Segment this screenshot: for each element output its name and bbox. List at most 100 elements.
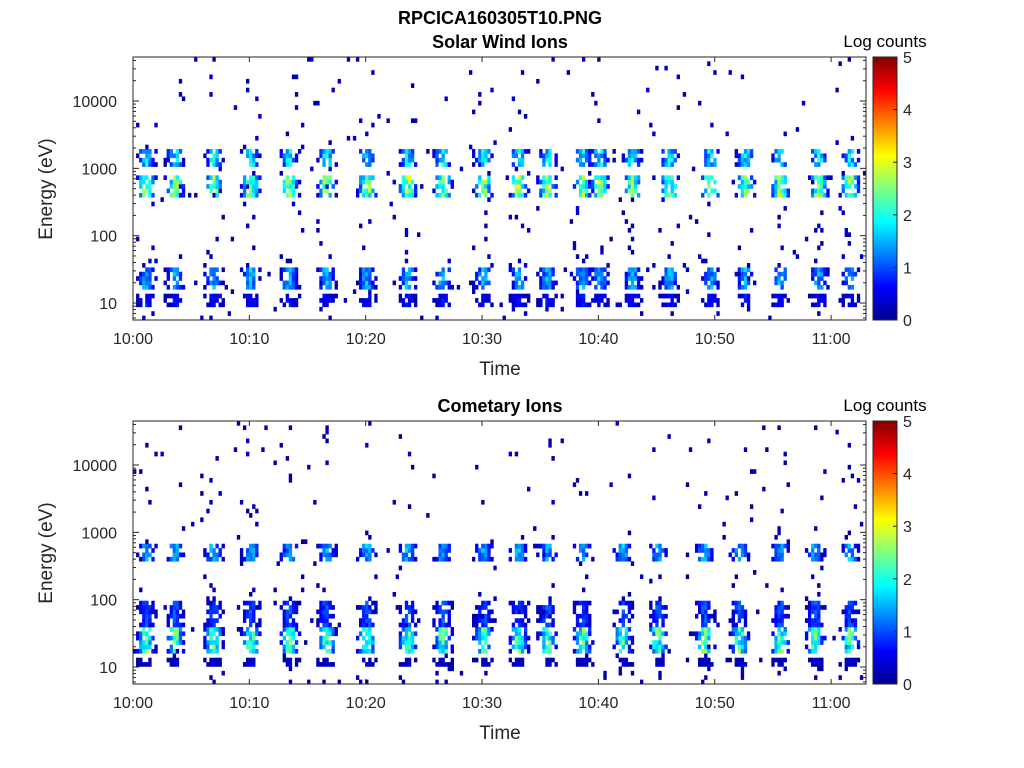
spectrogram-cell (511, 306, 516, 312)
spectrogram-cell (704, 648, 708, 654)
spectrogram-cell (823, 175, 827, 181)
spectrogram-cell (145, 640, 149, 645)
spectrogram-cell (704, 543, 708, 549)
spectrogram-cell (652, 640, 656, 645)
spectrogram-cell (294, 184, 299, 189)
spectrogram-cell (472, 657, 476, 663)
spectrogram-cell (175, 184, 180, 189)
spectrogram-cell (817, 271, 821, 277)
spectrogram-cell (670, 157, 674, 163)
spectrogram-cell (847, 618, 852, 623)
spectrogram-cell (172, 627, 177, 632)
spectrogram-cell (252, 271, 256, 277)
colorbar-tick-label: 5 (903, 414, 912, 431)
spectrogram-cell (258, 113, 262, 119)
spectrogram-cell (401, 302, 406, 308)
spectrogram-cell (273, 587, 277, 593)
spectrogram-cell (511, 600, 516, 606)
spectrogram-cell (285, 644, 290, 650)
spectrogram-cell (478, 267, 482, 273)
spectrogram-cell (658, 657, 662, 663)
spectrogram-cell (795, 254, 800, 259)
spectrogram-cell (325, 622, 329, 628)
spectrogram-cell (368, 271, 372, 277)
spectrogram-cell (740, 188, 745, 194)
spectrogram-cell (447, 284, 451, 290)
spectrogram-cell (362, 245, 366, 251)
spectrogram-cell (749, 184, 754, 189)
spectrogram-cell (215, 179, 219, 185)
spectrogram-cell (221, 609, 225, 615)
spectrogram-cell (435, 609, 439, 615)
spectrogram-cell (432, 149, 436, 154)
spectrogram-cell (346, 57, 351, 62)
spectrogram-cell (325, 438, 329, 444)
spectrogram-cell (664, 280, 668, 286)
spectrogram-cell (667, 293, 671, 299)
spectrogram-cell (542, 631, 546, 637)
spectrogram-cell (395, 574, 400, 580)
spectrogram-cell (288, 666, 293, 672)
spectrogram-cell (585, 188, 589, 194)
spectrogram-cell (734, 491, 739, 496)
spectrogram-cell (502, 315, 506, 321)
spectrogram-cell (520, 149, 525, 154)
spectrogram-cell (737, 543, 742, 549)
spectrogram-cell (328, 543, 332, 549)
spectrogram-cell (591, 640, 595, 645)
spectrogram-cell (441, 188, 445, 194)
spectrogram-cell (575, 622, 580, 628)
spectrogram-cell (612, 149, 616, 154)
spectrogram-cell (410, 464, 415, 470)
spectrogram-cell (814, 675, 818, 680)
colorbar-tick-label: 2 (903, 208, 912, 225)
spectrogram-cell (291, 556, 296, 562)
spectrogram-cell (624, 271, 629, 277)
spectrogram-cell (847, 153, 852, 159)
spectrogram-cell (658, 613, 662, 619)
spectrogram-cell (447, 267, 451, 273)
spectrogram-cell (600, 153, 604, 159)
spectrogram-cell (398, 298, 403, 303)
spectrogram-cell (441, 640, 445, 645)
spectrogram-cell (847, 600, 852, 606)
spectrogram-cell (368, 149, 372, 154)
spectrogram-cell (145, 144, 149, 150)
spectrogram-cell (255, 135, 259, 141)
spectrogram-cell (398, 631, 403, 637)
spectrogram-cell (542, 162, 546, 167)
spectrogram-cell (511, 267, 516, 273)
spectrogram-cell (581, 302, 586, 308)
spectrogram-cell (548, 192, 552, 198)
spectrogram-cell (621, 556, 626, 562)
spectrogram-cell (704, 640, 708, 645)
spectrogram-cell (716, 302, 720, 308)
spectrogram-cell (374, 574, 378, 580)
spectrogram-cell (517, 276, 522, 281)
spectrogram-cell (746, 184, 751, 189)
spectrogram-cell (288, 552, 293, 558)
spectrogram-cell (209, 613, 213, 619)
spectrogram-cell (740, 267, 745, 273)
spectrogram-cell (804, 596, 809, 602)
spectrogram-cell (774, 548, 778, 553)
spectrogram-cell (365, 302, 369, 308)
spectrogram-cell (585, 640, 589, 645)
spectrogram-cell (441, 192, 445, 198)
spectrogram-cell (838, 298, 842, 303)
spectrogram-cell (438, 284, 442, 290)
spectrogram-cell (410, 298, 415, 303)
spectrogram-cell (734, 657, 739, 663)
spectrogram-cell (578, 648, 583, 654)
colorbar-gradient (872, 420, 898, 685)
spectrogram-cell (374, 609, 378, 615)
spectrogram-cell (322, 640, 326, 645)
spectrogram-cell (694, 548, 699, 553)
spectrogram-cell (704, 556, 708, 562)
spectrogram-cell (447, 635, 451, 641)
spectrogram-cell (139, 271, 143, 277)
spectrogram-cell (472, 556, 476, 562)
spectrogram-cell (664, 552, 668, 558)
spectrogram-cell (407, 298, 412, 303)
spectrogram-cell (288, 477, 293, 483)
